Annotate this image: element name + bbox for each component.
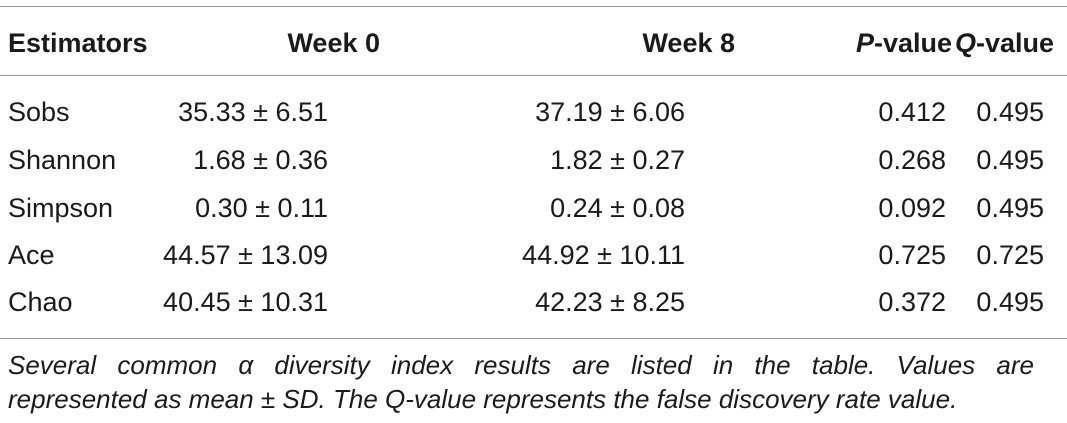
caption-line: Several common α diversity index results… (8, 350, 1034, 380)
row-estimator: Ace (8, 240, 55, 270)
row-week8: 1.82 ± 0.27 (550, 145, 685, 175)
row-estimator: Simpson (8, 193, 114, 223)
row-p-value: 0.092 (878, 193, 946, 223)
row-week8: 0.24 ± 0.08 (550, 193, 685, 223)
header-q-suffix: -value (976, 28, 1055, 58)
header-week0: Week 0 (287, 28, 380, 58)
row-week0: 35.33 ± 6.51 (178, 97, 328, 127)
caption-line: represented as mean ± SD. The Q-value re… (8, 384, 958, 414)
row-week8: 42.23 ± 8.25 (535, 287, 685, 317)
row-p-value: 0.372 (878, 287, 946, 317)
row-estimator: Sobs (8, 97, 70, 127)
row-p-value: 0.725 (878, 240, 946, 270)
row-q-value: 0.495 (976, 97, 1044, 127)
row-week8: 37.19 ± 6.06 (535, 97, 685, 127)
header-q-value: Q-value (955, 27, 1054, 59)
row-q-value: 0.495 (976, 145, 1044, 175)
header-p-letter: P (856, 28, 875, 58)
table-caption: Several common α diversity index results… (8, 348, 1034, 416)
row-estimator: Chao (8, 287, 73, 317)
row-week8: 44.92 ± 10.11 (522, 240, 685, 270)
row-q-value: 0.725 (976, 240, 1044, 270)
row-q-value: 0.495 (976, 287, 1044, 317)
header-week8: Week 8 (642, 28, 735, 58)
row-p-value: 0.412 (878, 97, 946, 127)
header-p-suffix: -value (874, 28, 953, 58)
row-estimator: Shannon (8, 145, 117, 175)
table-header-rule (0, 75, 1067, 76)
row-week0: 40.45 ± 10.31 (163, 287, 328, 317)
table-top-rule (0, 6, 1067, 7)
row-p-value: 0.268 (878, 145, 946, 175)
row-week0: 1.68 ± 0.36 (193, 145, 328, 175)
row-week0: 44.57 ± 13.09 (163, 240, 328, 270)
header-estimators: Estimators (8, 28, 148, 58)
table-bottom-rule (0, 338, 1067, 339)
header-p-value: P-value (856, 27, 952, 59)
row-q-value: 0.495 (976, 193, 1044, 223)
row-week0: 0.30 ± 0.11 (195, 193, 328, 223)
header-q-letter: Q (955, 28, 977, 58)
